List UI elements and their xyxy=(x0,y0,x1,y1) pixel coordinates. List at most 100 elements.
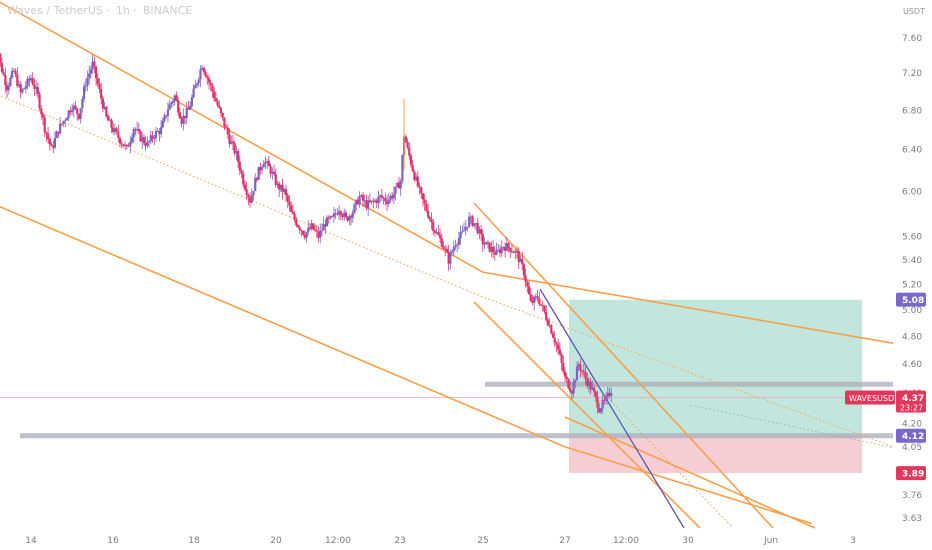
candle-body xyxy=(257,167,260,180)
candle-body xyxy=(466,226,469,228)
candle-body xyxy=(375,200,378,204)
candle-body xyxy=(24,86,27,89)
candle-body xyxy=(147,141,151,143)
candle-body xyxy=(159,127,163,135)
candle-body xyxy=(562,362,565,372)
candle-body xyxy=(110,119,113,128)
price-tick-label: 5.00 xyxy=(902,306,922,316)
candle-body xyxy=(319,230,322,238)
candle-body xyxy=(329,216,332,219)
candle-body xyxy=(48,138,51,145)
candle-body xyxy=(488,242,491,252)
candle-body xyxy=(483,244,486,246)
candle-body xyxy=(156,131,159,132)
candle-body xyxy=(72,105,75,110)
candle-body xyxy=(457,238,460,245)
candle-body xyxy=(502,246,505,248)
candle-body xyxy=(404,136,407,143)
candle-body xyxy=(471,216,474,226)
candle-body xyxy=(497,249,500,251)
candle-body xyxy=(533,296,536,303)
candle-body xyxy=(575,366,579,381)
candle-body xyxy=(17,84,21,87)
candle-body xyxy=(515,250,519,252)
candle-body xyxy=(368,200,371,202)
candle-body xyxy=(69,110,72,113)
candle-body xyxy=(339,211,342,216)
candle-body xyxy=(290,205,293,212)
candle-body xyxy=(211,85,214,92)
candle-body xyxy=(28,78,31,81)
candle-body xyxy=(21,89,24,93)
candle-body xyxy=(11,70,14,78)
candle-body xyxy=(7,85,10,91)
candle-body xyxy=(142,137,146,144)
candle-body xyxy=(392,194,395,199)
candle-body xyxy=(370,200,373,202)
candle-body xyxy=(112,127,115,133)
candle-body xyxy=(64,120,67,122)
last-price-label: 4.37 xyxy=(902,394,924,404)
candle-body xyxy=(0,62,4,73)
price-tick-label: 7.60 xyxy=(902,34,922,44)
time-tick-label: 18 xyxy=(188,536,200,546)
candle-body xyxy=(192,88,195,98)
candle-body xyxy=(557,344,560,350)
candle-body xyxy=(124,144,127,147)
candle-body xyxy=(601,399,604,409)
candle-body xyxy=(171,100,175,103)
candle-body xyxy=(84,85,87,87)
time-tick-label: 16 xyxy=(107,536,119,546)
candle-body xyxy=(16,74,19,87)
candle-body xyxy=(168,104,171,110)
candle-body xyxy=(555,342,558,345)
candle-body xyxy=(29,78,33,81)
price-tick-label: 4.05 xyxy=(902,443,922,453)
candle-body xyxy=(4,74,7,86)
candle-body xyxy=(594,391,597,397)
candle-body xyxy=(41,114,45,118)
candle-body xyxy=(286,195,289,202)
candle-body xyxy=(264,161,267,164)
candle-body xyxy=(343,212,346,218)
candle-body xyxy=(539,304,543,306)
price-tick-label: 3.63 xyxy=(902,514,922,524)
candle-body xyxy=(295,219,298,226)
candle-body xyxy=(103,106,106,109)
candle-body xyxy=(320,230,324,232)
candle-body xyxy=(14,70,17,75)
candle-body xyxy=(65,118,69,121)
candle-body xyxy=(418,186,421,188)
candle-body xyxy=(394,186,397,195)
candle-body xyxy=(153,138,156,139)
candle-body xyxy=(254,178,257,192)
time-tick-label: 3 xyxy=(850,536,856,546)
candle-body xyxy=(228,134,231,144)
candle-body xyxy=(60,123,63,125)
candle-body xyxy=(94,66,98,79)
candle-body xyxy=(459,232,462,239)
time-tick-label: 12:00 xyxy=(325,536,351,546)
candle-body xyxy=(86,77,89,86)
local-support-line xyxy=(564,416,816,529)
candle-body xyxy=(560,354,563,363)
candle-body xyxy=(327,217,330,219)
candle-body xyxy=(50,144,53,147)
candle-body xyxy=(438,235,442,239)
candle-body xyxy=(476,223,479,234)
candle-body xyxy=(0,53,2,63)
candle-body xyxy=(158,131,161,135)
candle-body xyxy=(545,311,548,320)
candle-body xyxy=(271,171,274,174)
candle-body xyxy=(447,252,450,264)
candle-body xyxy=(353,204,356,213)
candle-body xyxy=(312,223,315,230)
candle-body xyxy=(206,76,209,79)
candle-body xyxy=(182,115,185,124)
candle-body xyxy=(428,217,431,220)
candle-body xyxy=(336,213,339,215)
candle-body xyxy=(548,325,551,327)
candle-body xyxy=(233,142,236,154)
